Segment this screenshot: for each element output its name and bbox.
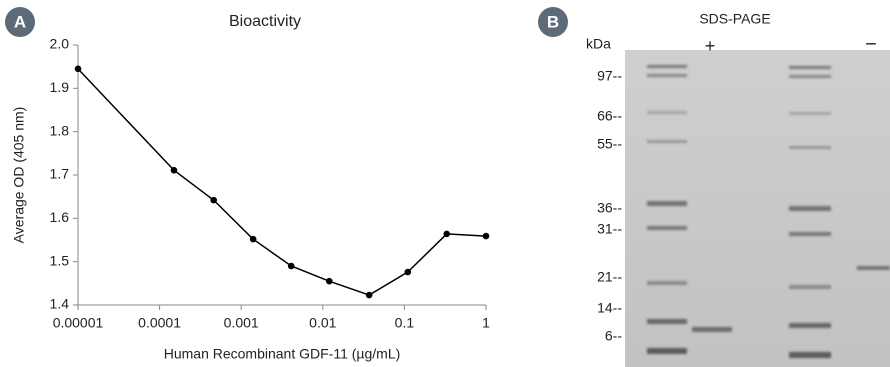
marker-label: 55-- (597, 136, 622, 152)
marker-label: 14-- (597, 300, 622, 316)
data-point (287, 262, 295, 270)
gel-title: SDS-PAGE (699, 11, 770, 27)
y-axis-label: Average OD (405 nm) (11, 107, 27, 244)
lane-label: − (865, 33, 877, 55)
marker-label: 6-- (605, 328, 622, 344)
y-tick-label: 1.7 (50, 166, 70, 182)
x-tick-label: 0.001 (224, 315, 259, 331)
y-tick-label: 1.4 (50, 296, 70, 312)
marker-label: 36-- (597, 200, 622, 216)
marker-labels: 97-- 66-- 55-- 36-- 31-- 21-- 14-- 6-- (597, 68, 622, 344)
chart-title: Bioactivity (229, 13, 301, 30)
gel-bands (647, 65, 890, 358)
gel-unit-label: kDa (586, 36, 611, 52)
data-point (170, 166, 178, 174)
marker-label: 21-- (597, 269, 622, 285)
data-point (443, 230, 451, 238)
y-tick-label: 2.0 (50, 36, 70, 52)
marker-label: 97-- (597, 68, 622, 84)
y-tick-label: 1.6 (50, 209, 70, 225)
marker-label: 31-- (597, 221, 622, 237)
x-tick-label: 0.0001 (138, 315, 181, 331)
panel-label: B (547, 12, 559, 31)
data-point (404, 268, 412, 276)
data-point (482, 232, 490, 240)
panel-badge: A B (5, 7, 568, 37)
y-tick-label: 1.9 (50, 79, 70, 95)
data-point (249, 235, 257, 243)
x-tick-label: 0.00001 (53, 315, 104, 331)
x-tick-label: 1 (482, 315, 490, 331)
x-tick-label: 0.01 (309, 315, 336, 331)
marker-label: 66-- (597, 108, 622, 124)
x-axis-label: Human Recombinant GDF-11 (µg/mL) (164, 346, 401, 362)
data-point (365, 291, 373, 299)
data-line (77, 68, 487, 296)
y-tick-label: 1.8 (50, 122, 70, 138)
y-tick-label: 1.5 (50, 252, 70, 268)
panel-label: A (14, 12, 26, 31)
data-point (210, 196, 217, 204)
x-tick-label: 0.1 (395, 315, 415, 331)
gel-image (625, 50, 890, 367)
lane-label: + (705, 36, 716, 56)
data-point (325, 277, 333, 285)
data-point (74, 65, 82, 73)
